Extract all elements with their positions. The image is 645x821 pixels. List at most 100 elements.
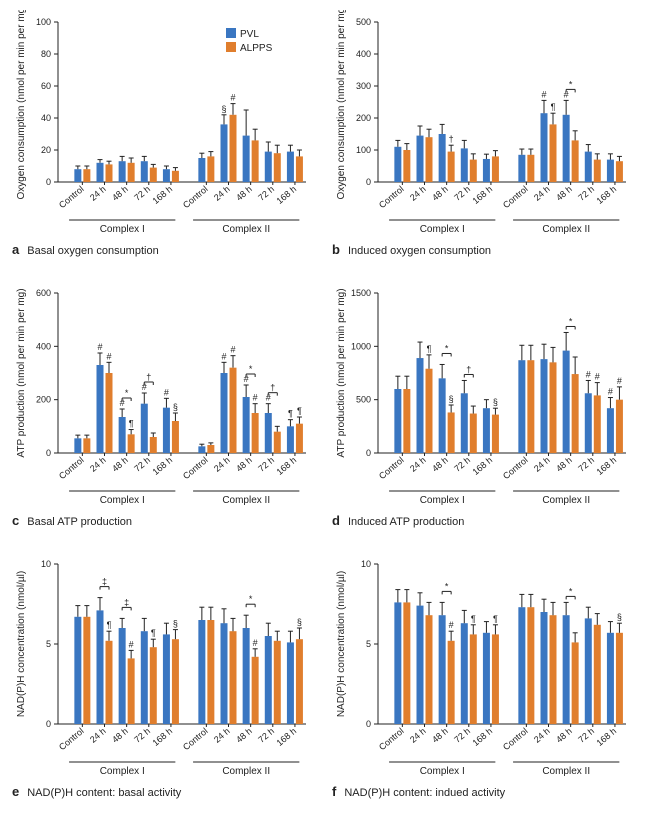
svg-text:¶: ¶	[288, 409, 293, 419]
svg-text:Complex I: Complex I	[420, 766, 465, 777]
svg-text:168 h: 168 h	[471, 726, 495, 748]
svg-text:20: 20	[41, 145, 51, 155]
svg-text:48 h: 48 h	[234, 726, 254, 745]
svg-text:48 h: 48 h	[430, 455, 450, 474]
panel-a: 020406080100Oxygen consumption (nmol per…	[8, 10, 318, 275]
svg-text:Control: Control	[181, 726, 210, 752]
svg-text:24 h: 24 h	[212, 726, 232, 745]
svg-text:*: *	[445, 343, 449, 353]
svg-text:72 h: 72 h	[452, 726, 472, 745]
svg-text:Control: Control	[57, 184, 86, 210]
svg-text:168 h: 168 h	[595, 455, 619, 477]
svg-text:Control: Control	[501, 726, 530, 752]
svg-text:Complex II: Complex II	[542, 495, 590, 506]
svg-text:300: 300	[356, 81, 371, 91]
svg-text:Control: Control	[181, 455, 210, 481]
svg-text:*: *	[249, 594, 253, 604]
svg-text:48 h: 48 h	[110, 726, 130, 745]
svg-text:0: 0	[46, 448, 51, 458]
svg-text:48 h: 48 h	[430, 726, 450, 745]
svg-text:1000: 1000	[351, 341, 371, 351]
svg-text:48 h: 48 h	[554, 455, 574, 474]
svg-text:200: 200	[356, 113, 371, 123]
svg-text:‡: ‡	[124, 597, 129, 607]
svg-text:Complex I: Complex I	[100, 224, 145, 235]
svg-text:48 h: 48 h	[430, 184, 450, 203]
svg-text:§: §	[449, 394, 454, 404]
svg-text:*: *	[569, 79, 573, 89]
svg-text:Oxygen consumption (nmol per m: Oxygen consumption (nmol per min per mg)	[336, 10, 347, 200]
svg-text:Complex II: Complex II	[542, 224, 590, 235]
svg-text:¶: ¶	[129, 419, 134, 429]
svg-text:NAD(P)H concentration (nmol/µl: NAD(P)H concentration (nmol/µl)	[16, 571, 27, 717]
svg-text:24 h: 24 h	[212, 455, 232, 474]
svg-text:24 h: 24 h	[88, 726, 108, 745]
svg-text:72 h: 72 h	[132, 455, 152, 474]
svg-text:Control: Control	[377, 726, 406, 752]
svg-text:168 h: 168 h	[275, 726, 299, 748]
svg-text:¶: ¶	[551, 102, 556, 112]
svg-text:48 h: 48 h	[554, 726, 574, 745]
svg-text:5: 5	[46, 639, 51, 649]
svg-text:80: 80	[41, 49, 51, 59]
svg-text:§: §	[297, 617, 302, 627]
svg-text:§: §	[493, 397, 498, 407]
svg-text:72 h: 72 h	[256, 455, 276, 474]
svg-text:Complex II: Complex II	[542, 766, 590, 777]
svg-text:0: 0	[46, 719, 51, 729]
svg-text:¶: ¶	[493, 614, 498, 624]
svg-text:168 h: 168 h	[275, 455, 299, 477]
panel-title: Induced oxygen consumption	[348, 245, 491, 257]
svg-text:168 h: 168 h	[151, 184, 175, 206]
svg-text:Control: Control	[501, 184, 530, 210]
svg-text:48 h: 48 h	[234, 455, 254, 474]
panel-letter: f	[332, 784, 336, 799]
panel-title: NAD(P)H content: basal activity	[27, 787, 181, 799]
svg-text:Complex II: Complex II	[222, 224, 270, 235]
svg-text:#: #	[97, 342, 102, 352]
svg-text:¶: ¶	[107, 620, 112, 630]
svg-text:5: 5	[366, 639, 371, 649]
svg-text:72 h: 72 h	[576, 726, 596, 745]
panel-title: Basal ATP production	[27, 516, 132, 528]
svg-text:100: 100	[36, 17, 51, 27]
panel-letter: c	[12, 513, 19, 528]
svg-text:72 h: 72 h	[452, 184, 472, 203]
svg-text:48 h: 48 h	[554, 184, 574, 203]
svg-text:#: #	[253, 393, 258, 403]
svg-text:†: †	[146, 372, 151, 382]
svg-text:72 h: 72 h	[452, 455, 472, 474]
panel-d: 050010001500ATP production (nmol per min…	[328, 281, 638, 546]
svg-text:500: 500	[356, 17, 371, 27]
svg-text:Control: Control	[377, 184, 406, 210]
svg-text:72 h: 72 h	[256, 726, 276, 745]
svg-text:Complex II: Complex II	[222, 766, 270, 777]
svg-text:72 h: 72 h	[576, 184, 596, 203]
svg-text:§: §	[173, 402, 178, 412]
svg-text:#: #	[608, 387, 613, 397]
svg-text:72 h: 72 h	[132, 726, 152, 745]
svg-text:0: 0	[366, 719, 371, 729]
panel-letter: d	[332, 513, 340, 528]
svg-text:24 h: 24 h	[532, 455, 552, 474]
svg-text:24 h: 24 h	[532, 726, 552, 745]
panel-title: Basal oxygen consumption	[27, 245, 158, 257]
svg-text:#: #	[617, 376, 622, 386]
svg-text:¶: ¶	[297, 406, 302, 416]
svg-text:#: #	[230, 345, 235, 355]
panel-caption: eNAD(P)H content: basal activity	[8, 780, 318, 799]
svg-text:40: 40	[41, 113, 51, 123]
panel-title: Induced ATP production	[348, 516, 464, 528]
panel-letter: b	[332, 242, 340, 257]
svg-text:Control: Control	[57, 455, 86, 481]
svg-text:¶: ¶	[427, 344, 432, 354]
svg-text:168 h: 168 h	[151, 726, 175, 748]
svg-text:¶: ¶	[151, 628, 156, 638]
svg-text:Complex II: Complex II	[222, 495, 270, 506]
svg-text:§: §	[173, 619, 178, 629]
svg-text:NAD(P)H concentration (nmol/µl: NAD(P)H concentration (nmol/µl)	[336, 571, 347, 717]
svg-text:24 h: 24 h	[88, 455, 108, 474]
svg-text:0: 0	[46, 177, 51, 187]
svg-text:400: 400	[36, 341, 51, 351]
svg-text:ATP production (nmol per min p: ATP production (nmol per min per mg)	[336, 288, 347, 457]
